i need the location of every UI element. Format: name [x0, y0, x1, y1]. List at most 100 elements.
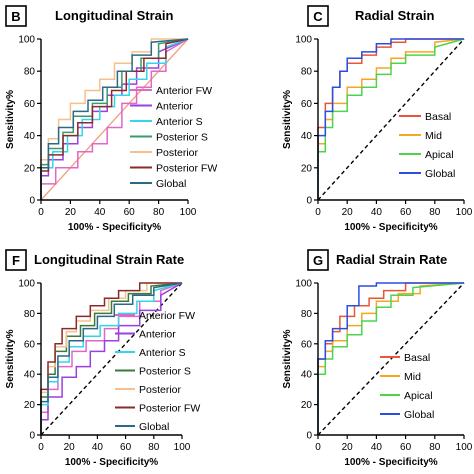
legend-label: Anterior S	[139, 347, 186, 359]
y-tick-label: 60	[24, 99, 36, 110]
x-tick-label: 40	[371, 207, 383, 218]
x-tick-label: 80	[429, 442, 441, 453]
panel-title: Radial Strain Rate	[336, 252, 447, 267]
reference-diagonal	[40, 38, 189, 201]
legend-label: Apical	[404, 390, 433, 402]
y-axis-title: Sensitivity%	[5, 329, 16, 388]
legend-label: Apical	[425, 149, 454, 161]
x-tick-label: 100	[174, 442, 191, 453]
panel-title: Longitudinal Strain Rate	[34, 252, 184, 267]
y-tick-label: 20	[301, 163, 313, 174]
legend-label: Posterior FW	[139, 403, 200, 415]
legend-label: Posterior S	[139, 366, 191, 378]
y-tick-label: 80	[24, 67, 36, 78]
x-tick-label: 100	[456, 442, 473, 453]
x-tick-label: 80	[153, 207, 165, 218]
y-tick-label: 60	[301, 99, 313, 110]
x-tick-label: 60	[124, 207, 136, 218]
x-tick-label: 0	[315, 442, 321, 453]
y-tick-label: 60	[301, 339, 313, 350]
x-tick-label: 20	[342, 442, 354, 453]
y-tick-label: 80	[24, 309, 36, 320]
x-axis-title: 100% - Specificity%	[344, 457, 437, 468]
panel-letter: B	[11, 9, 20, 24]
y-axis-title: Sensitivity%	[282, 329, 293, 388]
panel-title: Longitudinal Strain	[55, 8, 173, 23]
legend-label: Anterior S	[156, 116, 203, 128]
x-tick-label: 20	[65, 207, 77, 218]
y-tick-label: 40	[24, 370, 36, 381]
x-tick-label: 40	[94, 207, 106, 218]
x-tick-label: 100	[180, 207, 197, 218]
y-tick-label: 40	[24, 131, 36, 142]
legend-label: Basal	[404, 352, 430, 364]
series-line-anterior-fw	[40, 38, 189, 200]
legend-label: Anterior	[156, 101, 193, 113]
y-tick-label: 60	[24, 339, 36, 350]
x-tick-label: 40	[92, 442, 104, 453]
y-tick-label: 0	[306, 431, 312, 442]
legend-label: Anterior FW	[156, 85, 212, 97]
panel-letter-box	[307, 249, 329, 271]
y-axis-title: Sensitivity%	[282, 90, 293, 149]
x-tick-label: 80	[148, 442, 160, 453]
series-line-global	[40, 282, 183, 435]
y-tick-label: 100	[18, 35, 35, 46]
panel-title: Radial Strain	[355, 8, 435, 23]
y-tick-label: 100	[295, 279, 312, 290]
reference-diagonal	[317, 282, 465, 436]
y-tick-label: 80	[301, 309, 313, 320]
legend-label: Posterior	[139, 384, 182, 396]
legend-label: Mid	[425, 130, 442, 142]
panel-letter: G	[313, 253, 323, 268]
panel-b: B Longitudinal Strain 0 20 40 60 80 100 0 20 40 60 8…	[5, 5, 217, 233]
x-tick-label: 0	[38, 442, 44, 453]
legend-label: Posterior S	[156, 132, 208, 144]
y-tick-label: 0	[29, 431, 35, 442]
x-tick-label: 60	[400, 207, 412, 218]
x-tick-label: 0	[315, 207, 321, 218]
panel-letter-box	[5, 249, 27, 271]
series-line-global	[40, 38, 189, 200]
legend-label: Global	[425, 168, 455, 180]
y-tick-label: 100	[295, 35, 312, 46]
x-axis-title: 100% - Specificity%	[65, 457, 158, 468]
x-axis-title: 100% - Specificity%	[344, 222, 437, 233]
panel-f: F Longitudinal Strain Rate 0 20 40 60 80 100 0 20…	[5, 249, 200, 468]
panel-letter: C	[313, 9, 323, 24]
legend-label: Global	[404, 409, 434, 421]
series-line-global	[317, 282, 464, 435]
y-tick-label: 20	[24, 400, 36, 411]
y-tick-label: 0	[306, 196, 312, 207]
y-tick-label: 20	[24, 163, 36, 174]
legend-label: Anterior FW	[139, 310, 195, 322]
x-tick-label: 20	[64, 442, 76, 453]
legend-label: Posterior FW	[156, 163, 217, 175]
y-tick-label: 20	[301, 400, 313, 411]
legend-label: Global	[139, 421, 169, 433]
legend-label: Global	[156, 178, 186, 190]
panel-g: G Radial Strain Rate 0 20 40 60 80 100 0 20 40 60 80…	[282, 249, 473, 468]
series-line-global	[317, 38, 464, 200]
reference-diagonal	[317, 38, 465, 201]
panel-letter-box	[307, 5, 329, 27]
series-line-posterior	[40, 38, 188, 200]
x-tick-label: 60	[400, 442, 412, 453]
y-axis-title: Sensitivity%	[5, 90, 16, 149]
legend-label: Mid	[404, 371, 421, 383]
y-tick-label: 40	[301, 370, 313, 381]
x-tick-label: 20	[342, 207, 354, 218]
legend-label: Anterior	[139, 329, 176, 341]
y-tick-label: 40	[301, 131, 313, 142]
y-tick-label: 0	[29, 196, 35, 207]
x-tick-label: 0	[38, 207, 44, 218]
y-tick-label: 80	[301, 67, 313, 78]
panel-letter: F	[12, 253, 20, 268]
panel-c: C Radial Strain 0 20 40 60 80 100 0 20 40 60 80 100 10…	[282, 5, 473, 233]
x-tick-label: 100	[456, 207, 473, 218]
panel-letter-box	[5, 5, 27, 27]
x-tick-label: 60	[120, 442, 132, 453]
series-line-posterior-fw	[40, 282, 182, 435]
x-axis-title: 100% - Specificity%	[68, 222, 161, 233]
